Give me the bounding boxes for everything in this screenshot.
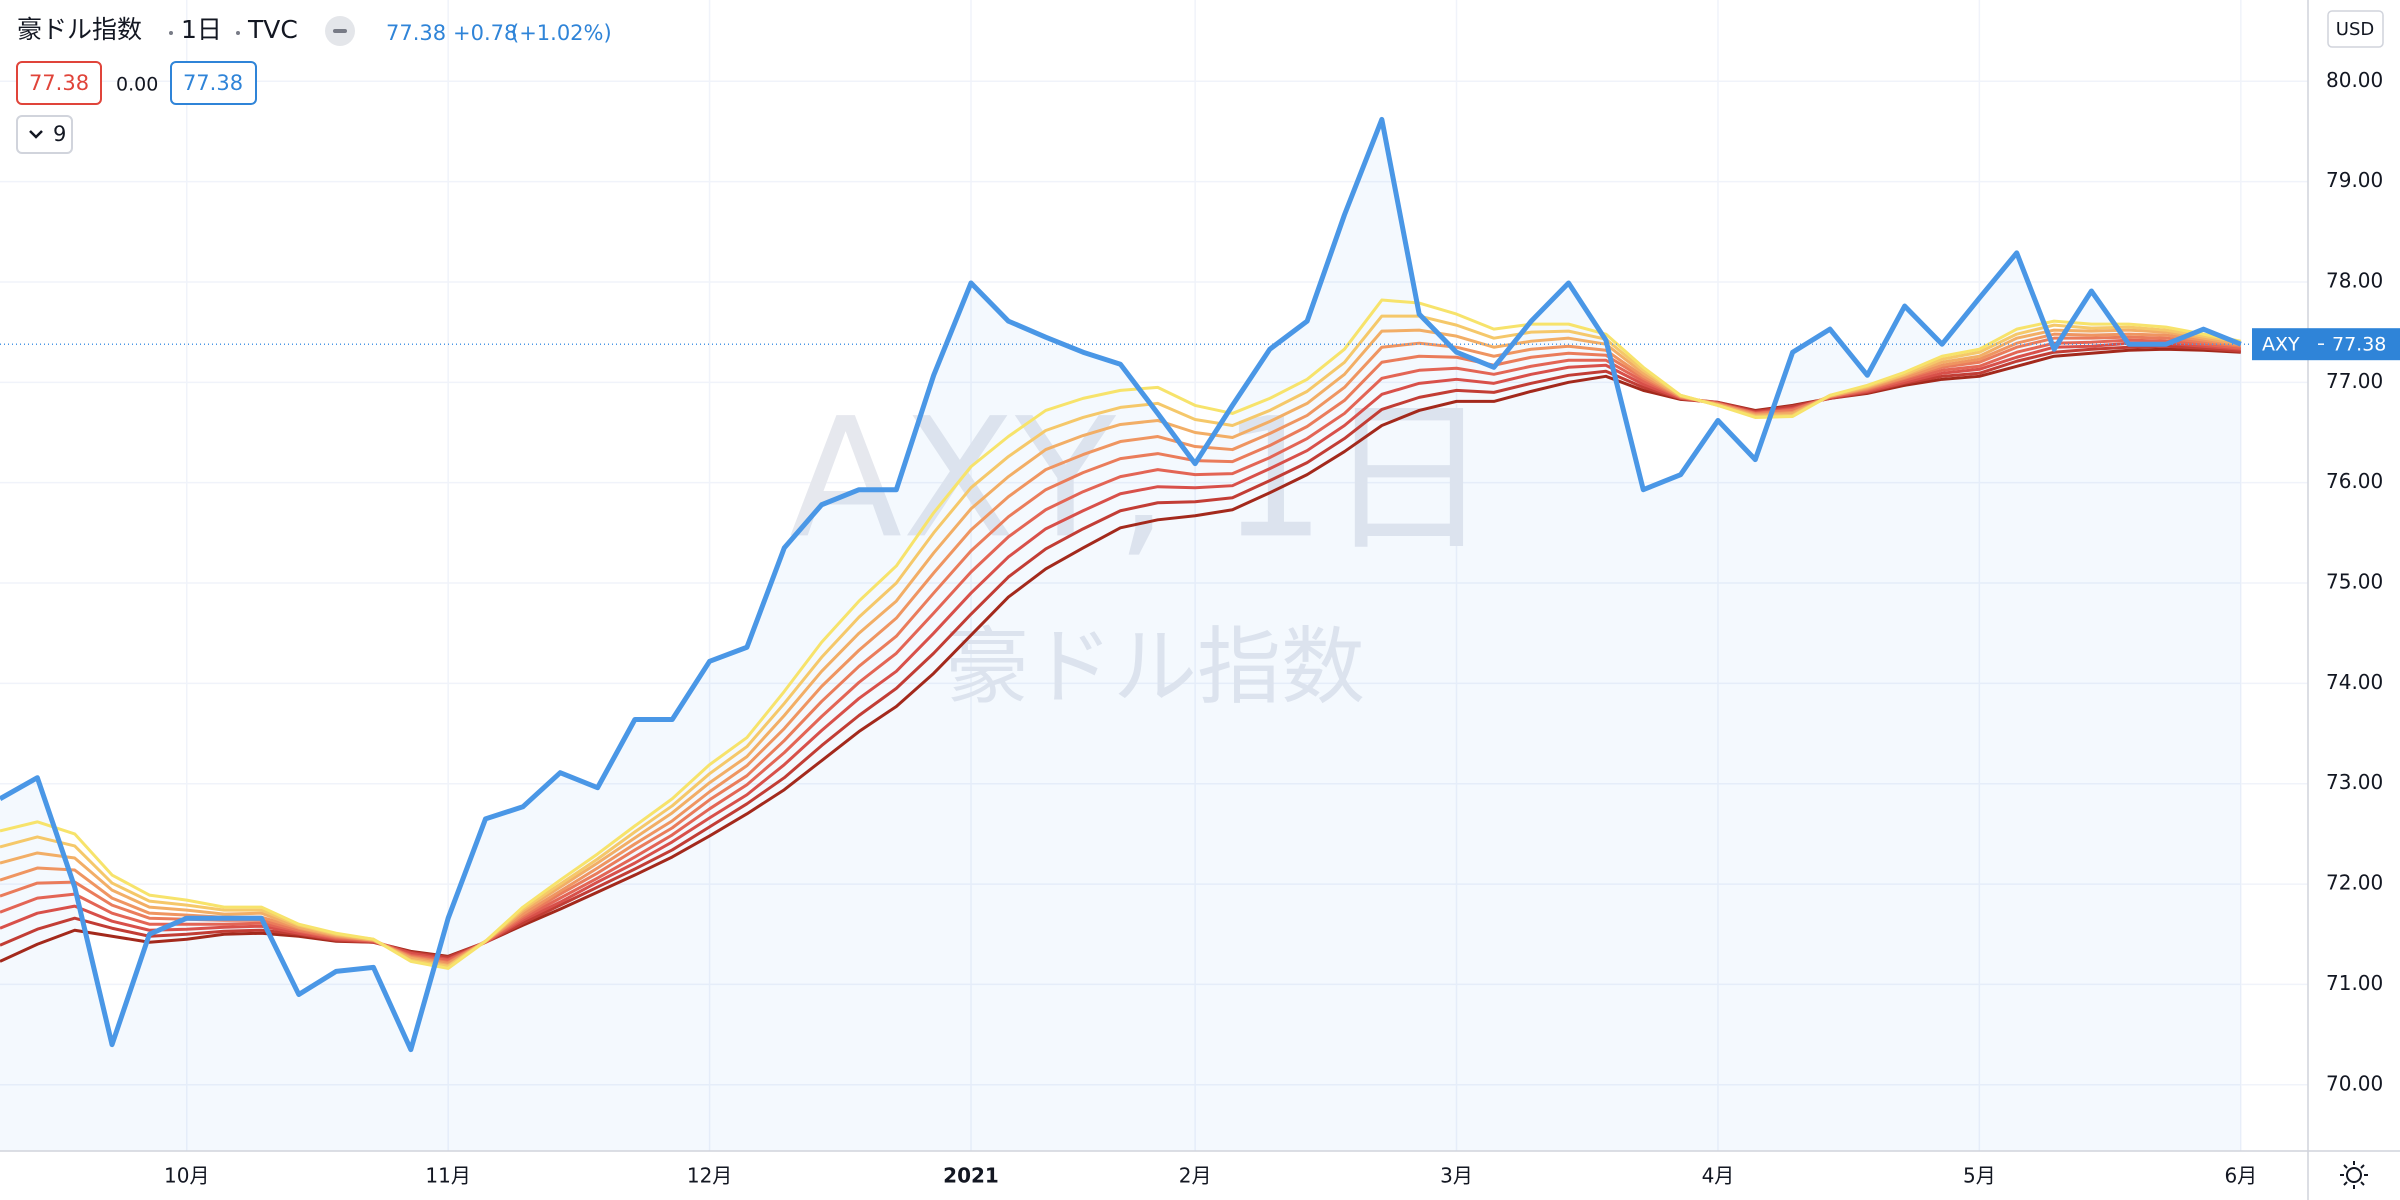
y-tick-label: 71.00 <box>2326 971 2383 995</box>
currency-button[interactable] <box>2327 10 2384 48</box>
price-tag-value: 77.38 <box>2332 334 2386 356</box>
change: +0.78 <box>453 21 517 45</box>
chevron <box>29 130 43 139</box>
y-tick-label: 74.00 <box>2326 670 2383 694</box>
x-tick-label: 6月 <box>2224 1164 2257 1188</box>
x-tick-label: 3月 <box>1440 1164 1473 1188</box>
ohlc-right: 77.38 <box>183 71 243 95</box>
y-tick-label: 80.00 <box>2326 68 2383 92</box>
y-tick-label: 75.00 <box>2326 570 2383 594</box>
x-tick-label: 5月 <box>1963 1164 1996 1188</box>
x-tick-label: 2月 <box>1179 1164 1212 1188</box>
x-tick-label: 11月 <box>425 1164 470 1188</box>
ohlc-left: 77.38 <box>29 71 89 95</box>
indicators-toggle[interactable] <box>16 115 73 154</box>
x-tick-label: 4月 <box>1702 1164 1735 1188</box>
y-tick-label: 72.00 <box>2326 871 2383 895</box>
interval: 1日 <box>181 15 222 44</box>
settings-icon[interactable] <box>2340 1161 2368 1189</box>
ohlc-diff: 0.00 <box>116 74 158 96</box>
y-tick-label: 79.00 <box>2326 168 2383 192</box>
separator <box>169 31 173 35</box>
y-tick-label: 76.00 <box>2326 469 2383 493</box>
y-tick-label: 77.00 <box>2326 369 2383 393</box>
x-tick-label: 2021 <box>943 1164 999 1188</box>
currency: USD <box>2336 19 2374 40</box>
last-price: 77.38 <box>386 21 446 45</box>
separator <box>236 31 240 35</box>
ribbon-line <box>0 298 2242 970</box>
y-tick-label: 73.00 <box>2326 770 2383 794</box>
y-tick-label: 78.00 <box>2326 268 2383 292</box>
axes: 70.00 71.00 72.00 73.00 74.00 75.00 76.00 77.00… <box>164 68 2400 1188</box>
y-tick-label: 70.00 <box>2326 1071 2383 1095</box>
change-percent: (+1.02%) <box>511 21 612 45</box>
price-line <box>0 116 2242 1053</box>
grid <box>0 0 2308 1151</box>
price-box-red[interactable] <box>16 61 102 105</box>
price-box-blue[interactable] <box>170 61 257 105</box>
x-tick-label: 12月 <box>687 1164 732 1188</box>
status-icon <box>333 29 347 33</box>
x-tick-label: 10月 <box>164 1164 209 1188</box>
sun-rays <box>2340 1161 2368 1189</box>
price-tag-symbol: AXY <box>2262 334 2300 356</box>
exchange: TVC <box>247 15 298 44</box>
price-tag <box>2252 328 2400 361</box>
sun-core <box>2346 1167 2362 1183</box>
symbol-name: 豪ドル指数 <box>17 15 142 44</box>
indicator-count: 9 <box>53 122 66 146</box>
plot <box>0 116 2308 1151</box>
watermark-name: 豪ドル指数 <box>945 618 1365 716</box>
